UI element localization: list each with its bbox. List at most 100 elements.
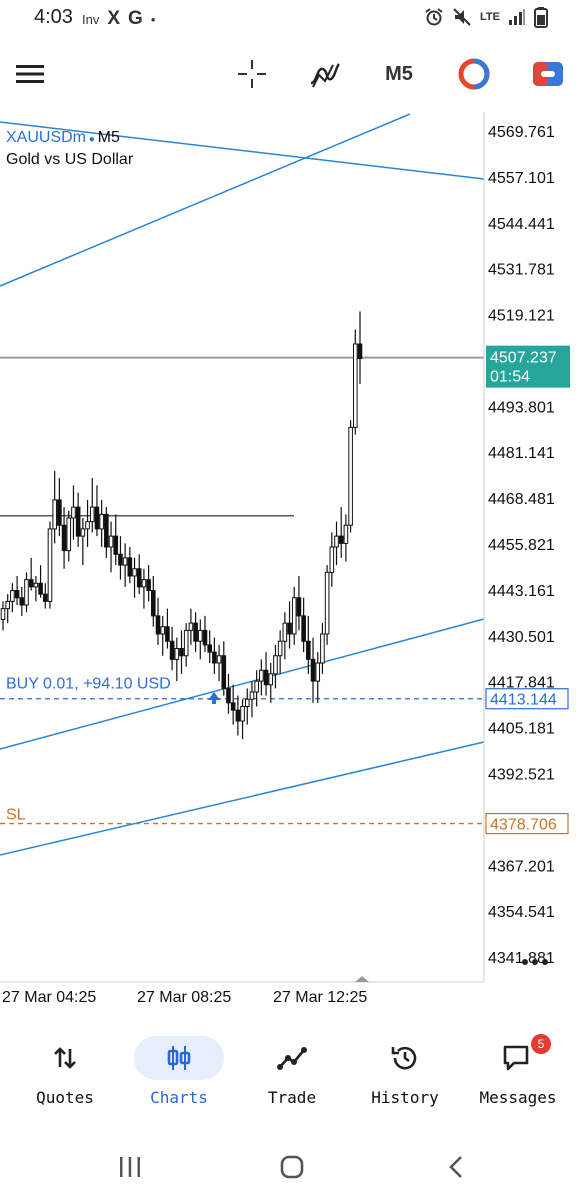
- messages-badge: 5: [531, 1034, 551, 1054]
- home-button[interactable]: [272, 1150, 312, 1184]
- stop-loss-price-box: [485, 812, 569, 835]
- candle-body: [193, 622, 198, 642]
- symbol-description: Gold vs US Dollar: [6, 151, 134, 168]
- candle-body: [122, 557, 128, 566]
- candle-body: [104, 513, 109, 548]
- candle-body: [94, 506, 100, 530]
- price-axis-tick-label: 4392.521: [488, 766, 555, 783]
- price-axis-tick-label: 4367.201: [488, 858, 555, 875]
- home-icon: [280, 1155, 304, 1179]
- symbol-bullet-icon: ●: [86, 134, 98, 145]
- current-price-value: 4507.237: [490, 350, 557, 367]
- notification-google-icon: G: [128, 8, 143, 29]
- status-system-icons: LTE: [424, 6, 548, 28]
- one-click-trading-button[interactable]: [454, 52, 494, 96]
- system-navigation-bar: [0, 1142, 584, 1192]
- candle-body: [216, 655, 222, 664]
- price-axis-tick-label: 4569.761: [488, 124, 555, 141]
- candle-body: [174, 648, 180, 660]
- trendline-top[interactable]: [0, 121, 485, 180]
- menu-button[interactable]: [10, 52, 50, 96]
- crosshair-button[interactable]: [232, 52, 272, 96]
- trendline-upper[interactable]: [0, 113, 411, 287]
- nav-messages-label: Messages: [479, 1088, 557, 1107]
- status-time: 4:03: [34, 6, 73, 28]
- trendline-channel-lower[interactable]: [0, 741, 485, 856]
- candle-body: [80, 528, 86, 537]
- back-button[interactable]: [436, 1150, 476, 1184]
- notification-inv-icon: Inv: [82, 11, 100, 27]
- candle-body: [89, 506, 95, 523]
- trendline-channel-middle[interactable]: [0, 618, 485, 750]
- position-price-box: [485, 688, 569, 710]
- timeframe-button[interactable]: M5: [385, 62, 413, 85]
- candle-body: [259, 669, 264, 682]
- candle-body: [33, 582, 39, 588]
- current-price-box: [486, 345, 570, 388]
- candle-body: [202, 629, 208, 646]
- candle-body: [235, 709, 241, 722]
- candle-body: [113, 535, 119, 555]
- candles-icon: [167, 1046, 191, 1070]
- candle-body: [0, 608, 6, 620]
- trade-panel-button[interactable]: [528, 52, 568, 96]
- nav-quotes-label: Quotes: [36, 1088, 94, 1107]
- time-axis-tick-label: 27 Mar 12:25: [273, 989, 367, 1006]
- candle-body: [132, 568, 137, 577]
- candle-body: [85, 521, 90, 530]
- alarm-icon: [425, 8, 443, 26]
- price-axis-tick-label: 4481.141: [488, 445, 555, 462]
- price-axis-tick-label: 4443.161: [488, 583, 555, 600]
- candle-body: [146, 579, 151, 591]
- nav-charts[interactable]: Charts: [123, 1030, 235, 1120]
- chart-options-dots[interactable]: [520, 952, 550, 972]
- price-axis-tick-label: 4405.181: [488, 721, 555, 738]
- price-axis-tick-label: 4544.441: [488, 216, 555, 233]
- candle-body: [282, 622, 288, 642]
- candle-body: [226, 687, 231, 704]
- candle-body: [19, 597, 25, 606]
- candle-body: [263, 669, 269, 686]
- candle-body: [57, 499, 62, 526]
- price-axis-tick-label: 4468.481: [488, 491, 555, 508]
- back-chevron-icon: [449, 1156, 462, 1178]
- crosshair-icon: [238, 60, 266, 88]
- candle-body: [155, 615, 161, 635]
- candle-body: [141, 579, 147, 588]
- bottom-navigation: Quotes Charts Trade History 5 Messages: [0, 1030, 584, 1120]
- recents-button[interactable]: [110, 1150, 150, 1184]
- candle-body: [221, 655, 227, 689]
- recents-icon: [120, 1157, 140, 1177]
- candle-body: [212, 651, 217, 664]
- notification-x-icon: X: [107, 8, 121, 29]
- signal-icon: [509, 9, 525, 25]
- indicators-button[interactable]: [305, 52, 345, 96]
- candle-body: [329, 546, 335, 573]
- stop-loss-label[interactable]: SL: [6, 807, 26, 824]
- candle-body: [183, 629, 189, 657]
- chart-canvas[interactable]: 4569.761 4557.101 4544.441 4531.781 4519.121…: [0, 112, 584, 1017]
- candle-body: [249, 691, 255, 700]
- stop-loss-price-label: 4378.706: [490, 817, 557, 834]
- symbol-name[interactable]: XAUUSDm: [6, 129, 87, 146]
- price-axis-tick-label: 4557.101: [488, 170, 555, 187]
- nav-history[interactable]: History: [349, 1030, 461, 1120]
- history-clock-icon: [391, 1046, 417, 1070]
- candle-body: [277, 640, 283, 657]
- nav-messages[interactable]: 5 Messages: [462, 1030, 574, 1120]
- candle-body: [5, 600, 10, 610]
- candle-body: [353, 343, 358, 428]
- candle-body: [334, 535, 339, 548]
- status-bar: 4:03 Inv X G • LTE: [0, 0, 584, 38]
- price-chart[interactable]: 4569.761 4557.101 4544.441 4531.781 4519.121…: [0, 112, 584, 1017]
- position-label[interactable]: BUY 0.01, +94.10 USD: [6, 676, 171, 693]
- nav-quotes[interactable]: Quotes: [9, 1030, 121, 1120]
- nav-history-label: History: [371, 1088, 439, 1107]
- candle-body: [28, 579, 34, 588]
- time-axis-scroll-marker-icon[interactable]: [355, 976, 369, 982]
- candle-body: [24, 579, 29, 606]
- candle-body: [118, 553, 123, 566]
- nav-trade[interactable]: Trade: [236, 1030, 348, 1120]
- candle-body: [99, 513, 104, 530]
- sort-arrows-icon: [54, 1047, 76, 1069]
